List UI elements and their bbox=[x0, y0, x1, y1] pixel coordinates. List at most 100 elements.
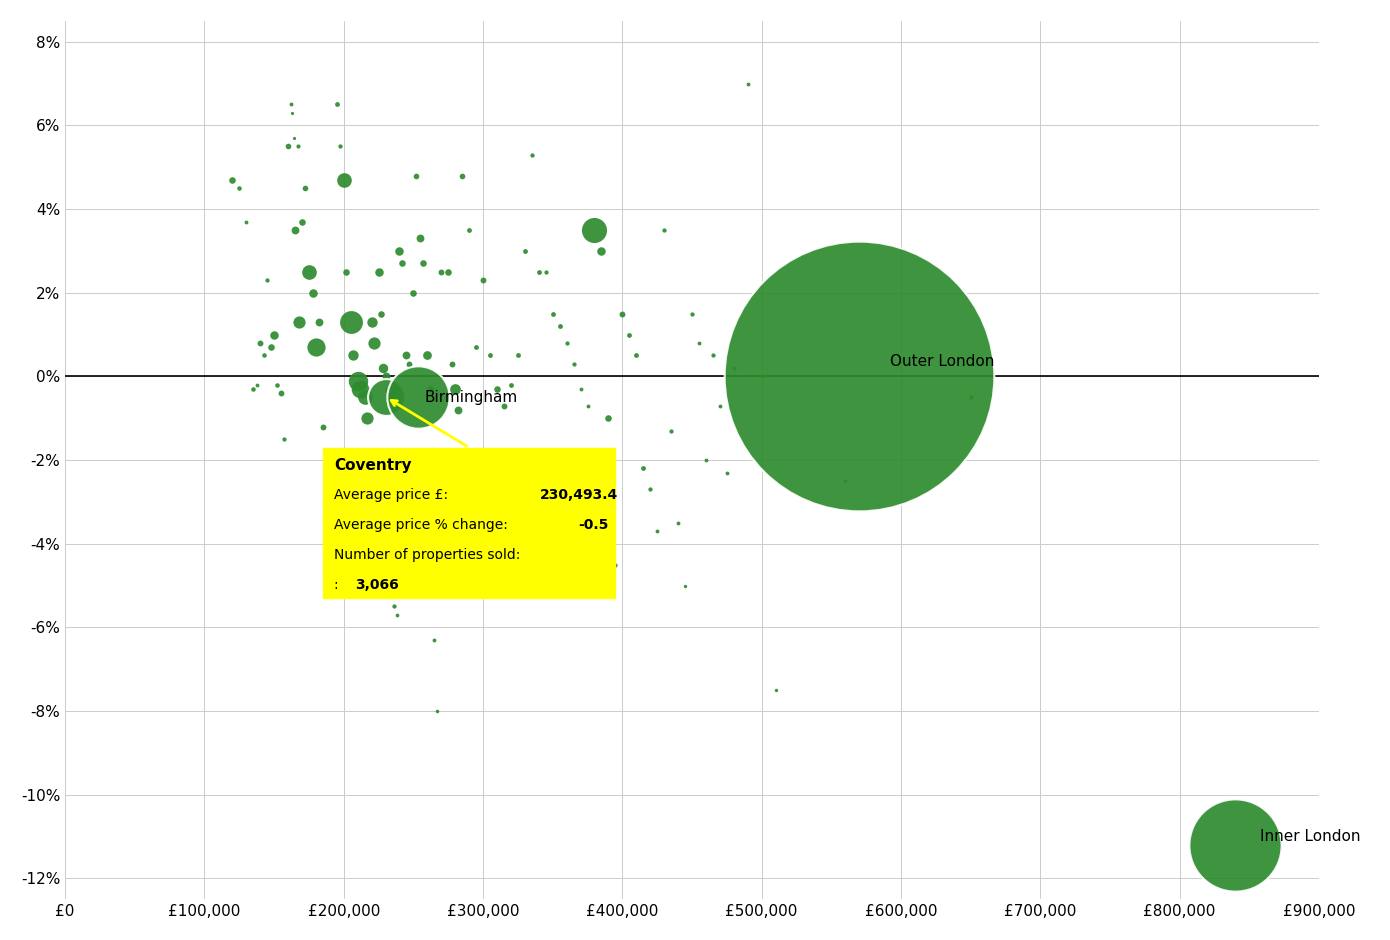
Point bbox=[363, 336, 385, 351]
Point bbox=[374, 368, 396, 384]
Point bbox=[528, 264, 550, 279]
Text: 230,493.4: 230,493.4 bbox=[541, 488, 619, 502]
Point bbox=[335, 264, 357, 279]
Point bbox=[436, 264, 459, 279]
Point bbox=[737, 76, 759, 91]
Point bbox=[367, 264, 389, 279]
Point bbox=[443, 382, 466, 397]
Text: 3,066: 3,066 bbox=[354, 578, 399, 592]
Point bbox=[457, 223, 480, 238]
Point bbox=[751, 368, 773, 384]
Point bbox=[242, 382, 264, 397]
Point bbox=[332, 172, 354, 187]
Text: Average price £:: Average price £: bbox=[334, 488, 457, 502]
Point bbox=[272, 431, 295, 446]
Point bbox=[695, 452, 717, 467]
Text: Coventry: Coventry bbox=[334, 458, 411, 473]
Point bbox=[674, 578, 696, 593]
Point bbox=[542, 306, 564, 321]
Point bbox=[325, 97, 348, 112]
Point bbox=[402, 285, 424, 300]
Point bbox=[281, 105, 303, 120]
Point bbox=[549, 319, 571, 334]
Point bbox=[398, 356, 420, 371]
Point bbox=[418, 382, 441, 397]
Point bbox=[667, 515, 689, 530]
Text: Outer London: Outer London bbox=[890, 354, 994, 369]
Point bbox=[848, 368, 870, 384]
Point bbox=[375, 390, 398, 405]
Point bbox=[293, 180, 316, 196]
Point bbox=[563, 356, 585, 371]
Point bbox=[688, 336, 710, 351]
Point bbox=[316, 515, 338, 530]
Point bbox=[318, 578, 341, 593]
Point bbox=[626, 348, 648, 363]
Point bbox=[246, 377, 268, 392]
Point bbox=[493, 399, 516, 414]
Point bbox=[291, 214, 313, 229]
Point bbox=[279, 97, 302, 112]
Point bbox=[834, 474, 856, 489]
Point bbox=[584, 223, 606, 238]
Point bbox=[377, 382, 399, 397]
Point bbox=[612, 306, 634, 321]
Point bbox=[556, 336, 578, 351]
Point bbox=[356, 411, 378, 426]
Point bbox=[260, 339, 282, 354]
Point bbox=[388, 243, 410, 258]
Point bbox=[514, 243, 537, 258]
Point bbox=[249, 336, 271, 351]
Point bbox=[423, 633, 445, 648]
Point bbox=[288, 315, 310, 330]
Point bbox=[297, 264, 320, 279]
Point bbox=[311, 419, 334, 434]
Text: :: : bbox=[334, 578, 348, 592]
Point bbox=[353, 390, 375, 405]
Point bbox=[307, 315, 329, 330]
Point bbox=[346, 373, 368, 388]
Point bbox=[450, 168, 473, 183]
Point bbox=[370, 306, 392, 321]
Point bbox=[411, 256, 434, 271]
Point bbox=[605, 557, 627, 572]
Point bbox=[446, 402, 468, 417]
Point bbox=[521, 148, 543, 163]
Point bbox=[286, 139, 309, 154]
Point bbox=[349, 382, 371, 397]
Point bbox=[416, 348, 438, 363]
Point bbox=[265, 377, 288, 392]
Point bbox=[660, 423, 682, 438]
Point bbox=[716, 465, 738, 480]
Point bbox=[425, 703, 448, 718]
Point bbox=[480, 348, 502, 363]
FancyBboxPatch shape bbox=[322, 447, 616, 598]
Point bbox=[270, 385, 292, 400]
Point bbox=[395, 348, 417, 363]
Point bbox=[342, 348, 364, 363]
Point bbox=[653, 223, 676, 238]
Text: Number of properties sold:: Number of properties sold: bbox=[334, 548, 520, 562]
Point bbox=[500, 377, 523, 392]
Point bbox=[507, 348, 530, 363]
Point bbox=[441, 356, 463, 371]
Point bbox=[464, 339, 486, 354]
Point bbox=[253, 348, 275, 363]
Point bbox=[486, 382, 509, 397]
Point bbox=[681, 306, 703, 321]
Point bbox=[473, 273, 495, 288]
Point bbox=[314, 445, 336, 460]
Point bbox=[235, 214, 257, 229]
Point bbox=[382, 599, 404, 614]
Point bbox=[263, 327, 285, 342]
Text: Average price % change:: Average price % change: bbox=[334, 518, 517, 532]
Point bbox=[221, 172, 243, 187]
Text: -0.5: -0.5 bbox=[578, 518, 609, 532]
Point bbox=[702, 348, 724, 363]
Point bbox=[430, 264, 452, 279]
Point bbox=[302, 285, 324, 300]
Point bbox=[639, 482, 662, 497]
Point bbox=[577, 399, 599, 414]
Text: Inner London: Inner London bbox=[1261, 829, 1361, 844]
Point bbox=[570, 382, 592, 397]
